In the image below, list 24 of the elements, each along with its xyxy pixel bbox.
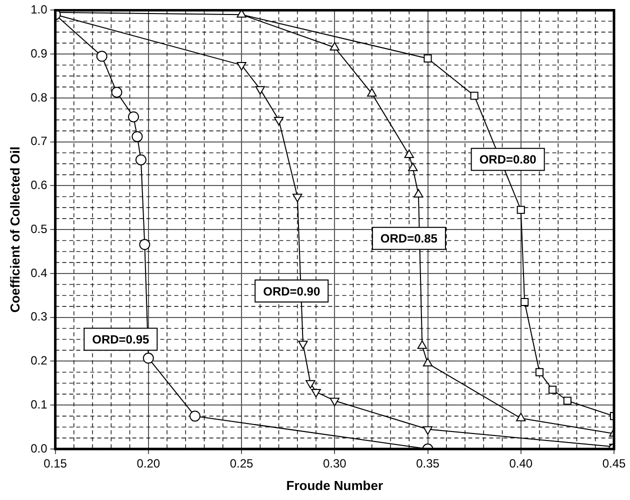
- y-tick-label: 0.0: [30, 441, 48, 456]
- x-tick-label: 0.30: [322, 456, 347, 471]
- y-tick-label: 0.7: [30, 134, 48, 148]
- y-tick-label: 0.6: [30, 178, 48, 192]
- y-tick-label: 0.1: [30, 397, 48, 412]
- y-tick-label: 0.2: [30, 354, 48, 368]
- y-tick-label: 0.3: [30, 310, 48, 324]
- y-tick-label: 0.8: [30, 90, 48, 104]
- x-axis-title: Froude Number: [286, 478, 384, 493]
- y-tick-label: 0.4: [30, 266, 48, 280]
- x-tick-label: 0.15: [44, 456, 68, 471]
- series-label: ORD=0.85: [380, 232, 438, 246]
- x-tick-label: 0.45: [602, 456, 626, 471]
- x-tick-label: 0.25: [230, 456, 254, 471]
- series-label: ORD=0.90: [263, 284, 320, 298]
- series-label: ORD=0.80: [479, 152, 537, 167]
- x-tick-label: 0.40: [509, 456, 533, 471]
- series-label: ORD=0.95: [92, 332, 150, 347]
- y-axis-title: Coefficient of Collected Oil: [7, 146, 22, 313]
- y-tick-label: 0.9: [30, 46, 48, 60]
- x-tick-label: 0.20: [136, 456, 160, 471]
- y-tick-label: 1.0: [30, 2, 48, 17]
- x-tick-label: 0.35: [416, 456, 440, 471]
- y-tick-label: 0.5: [30, 222, 48, 236]
